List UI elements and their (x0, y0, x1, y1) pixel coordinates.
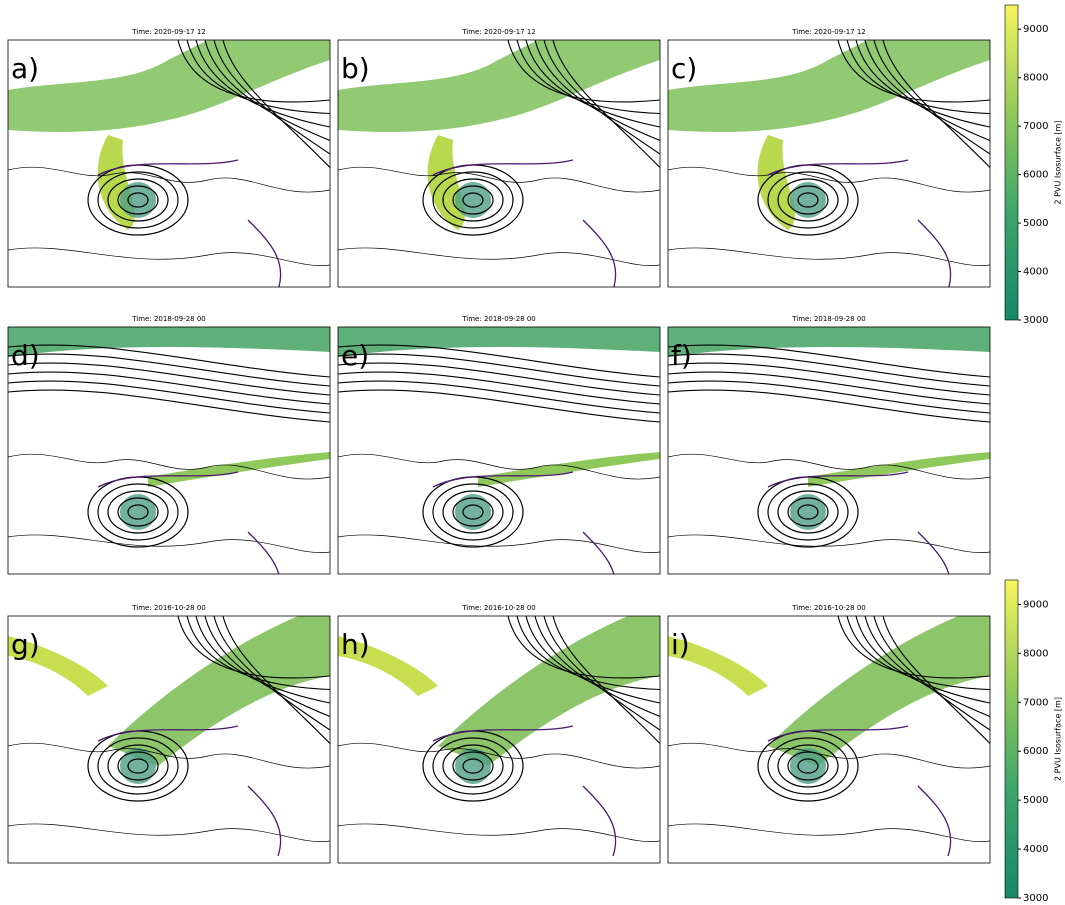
map-bg (668, 327, 990, 574)
colorbar-label: 2 PVU Isosurface [m] (1054, 121, 1063, 205)
panel-title: Time: 2020-09-17 12 (461, 28, 536, 36)
panel-title: Time: 2018-09-28 00 (461, 315, 536, 323)
map-panel: h) (338, 616, 660, 863)
colorbar-label: 2 PVU Isosurface [m] (1054, 697, 1063, 781)
map-panel: g) (8, 616, 330, 863)
map-bg (338, 327, 660, 574)
pv-cyclone (120, 182, 156, 218)
panel-title: Time: 2016-10-28 00 (461, 604, 536, 612)
panel-label: e) (341, 339, 369, 372)
map-content (338, 327, 660, 602)
panel-title: Time: 2020-09-17 12 (791, 28, 866, 36)
panel-label: i) (671, 628, 690, 661)
pv-cyclone (790, 182, 826, 218)
colorbar-tick-label: 5000 (1023, 795, 1048, 806)
map-content (338, 40, 660, 290)
colorbar-tick-label: 9000 (1023, 599, 1048, 610)
panel-label: b) (341, 52, 370, 85)
map-content (8, 327, 330, 602)
pv-cyclone (455, 494, 491, 530)
map-panel: b) (338, 40, 660, 290)
map-content (338, 616, 660, 863)
colorbar-tick-label: 8000 (1023, 648, 1048, 659)
figure: Time: 2020-09-17 12 a) Time: 2020-09-17 12… (0, 0, 1065, 905)
pv-cyclone (120, 494, 156, 530)
colorbar-tick-label: 3000 (1023, 893, 1048, 904)
map-panel: i) (668, 616, 990, 863)
colorbar-tick-label: 8000 (1023, 73, 1048, 84)
map-panel: e) (338, 327, 660, 602)
panel-title: Time: 2020-09-17 12 (131, 28, 206, 36)
panel-label: h) (341, 628, 370, 661)
colorbar-tick-label: 3000 (1023, 315, 1048, 326)
colorbar (1005, 5, 1018, 320)
colorbar-tick-label: 6000 (1023, 746, 1048, 757)
colorbar-tick-label: 4000 (1023, 267, 1048, 278)
panel-label: a) (11, 52, 39, 85)
panel-label: f) (671, 339, 692, 372)
map-panel: d) (8, 327, 330, 602)
panel-title: Time: 2016-10-28 00 (131, 604, 206, 612)
panel-title: Time: 2018-09-28 00 (791, 315, 866, 323)
colorbar-tick-label: 4000 (1023, 844, 1048, 855)
pv-cyclone (455, 182, 491, 218)
panel-label: g) (11, 628, 40, 661)
pv-cyclone (790, 494, 826, 530)
colorbar-tick-label: 7000 (1023, 121, 1048, 132)
panel-label: c) (671, 52, 697, 85)
map-content (668, 40, 990, 290)
pv-cyclone (455, 748, 491, 784)
map-panel: c) (668, 40, 990, 290)
pv-cyclone (790, 748, 826, 784)
colorbar-tick-label: 9000 (1023, 24, 1048, 35)
map-panel: f) (668, 327, 990, 602)
colorbar-tick-label: 7000 (1023, 697, 1048, 708)
panel-title: Time: 2018-09-28 00 (131, 315, 206, 323)
map-panel: a) (8, 40, 330, 290)
colorbar (1005, 580, 1018, 898)
panel-label: d) (11, 339, 40, 372)
map-content (8, 40, 330, 290)
map-content (8, 616, 330, 863)
pv-cyclone (120, 748, 156, 784)
map-bg (8, 327, 330, 574)
colorbar-tick-label: 5000 (1023, 218, 1048, 229)
panel-title: Time: 2016-10-28 00 (791, 604, 866, 612)
map-content (668, 327, 990, 602)
map-content (668, 616, 990, 863)
colorbar-tick-label: 6000 (1023, 170, 1048, 181)
